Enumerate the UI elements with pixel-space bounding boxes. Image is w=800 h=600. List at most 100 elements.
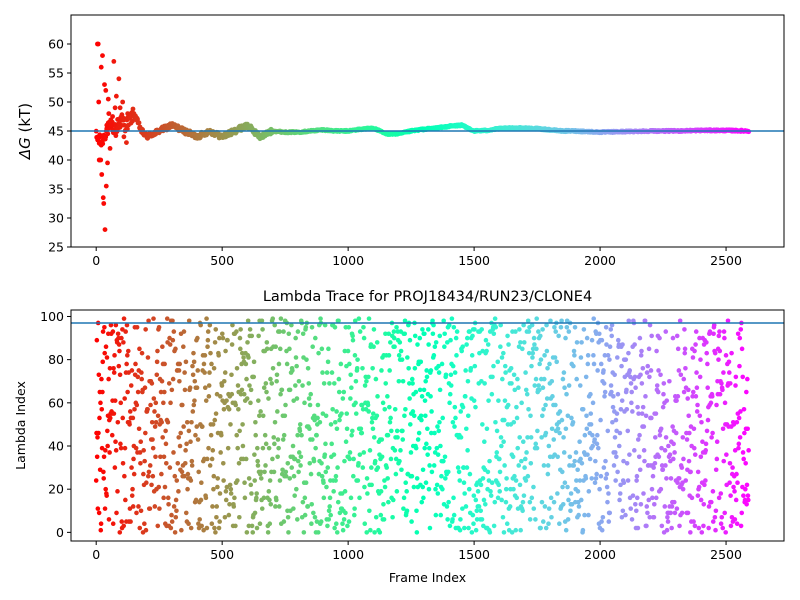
lambda-trace-point [523, 478, 529, 483]
lambda-trace-point [264, 389, 269, 395]
lambda-trace-point [613, 450, 618, 455]
lambda-trace-point [429, 409, 434, 414]
lambda-trace-point [538, 525, 543, 531]
lambda-trace-point [127, 506, 133, 511]
lambda-trace-point [117, 348, 122, 354]
lambda-trace-point [382, 478, 387, 483]
lambda-trace-point [307, 402, 313, 408]
lambda-trace-point [530, 346, 536, 352]
lambda-trace-point [244, 530, 250, 535]
delta-g-point [121, 134, 127, 140]
lambda-trace-point [645, 363, 651, 369]
lambda-trace-point [484, 348, 489, 354]
lambda-trace-point [112, 465, 118, 470]
lambda-trace-point [122, 473, 127, 479]
lambda-trace-point [257, 413, 262, 419]
lambda-trace-point [650, 473, 656, 479]
lambda-trace-point [321, 495, 327, 501]
lambda-trace-point [321, 480, 326, 486]
lambda-trace-point [447, 391, 453, 397]
lambda-trace-point [302, 400, 307, 406]
lambda-trace-point [215, 476, 221, 481]
lambda-trace-point [272, 419, 278, 425]
lambda-trace-point [524, 450, 529, 455]
lambda-trace-point [577, 439, 582, 444]
lambda-trace-point [617, 491, 623, 496]
lambda-trace-point [167, 335, 172, 341]
lambda-trace-point [518, 340, 523, 345]
lambda-trace-point [219, 432, 224, 438]
lambda-trace-point [186, 318, 192, 324]
lambda-trace-point [491, 363, 496, 369]
lambda-trace-point [246, 476, 252, 481]
lambda-trace-point [500, 514, 506, 520]
lambda-trace-point [263, 441, 269, 447]
lambda-trace-point [436, 370, 442, 375]
lambda-trace-point [411, 413, 417, 419]
lambda-trace-point [157, 506, 162, 511]
lambda-trace-point [718, 491, 724, 496]
lambda-trace-point [252, 510, 258, 516]
lambda-trace-point [528, 460, 534, 466]
lambda-trace-point [585, 361, 591, 367]
delta-g-point [96, 99, 102, 105]
lambda-trace-point [492, 499, 498, 505]
lambda-trace-point [476, 504, 482, 509]
lambda-trace-point [681, 376, 687, 382]
lambda-trace-point [478, 482, 484, 488]
lambda-trace-point [408, 450, 414, 455]
lambda-trace-point [313, 445, 318, 451]
lambda-trace-point [266, 489, 272, 494]
lambda-trace-point [571, 463, 577, 468]
lambda-trace-point [383, 331, 388, 337]
lambda-trace-point [452, 370, 458, 375]
lambda-trace-point [722, 510, 728, 516]
lambda-trace-point [558, 324, 564, 330]
lambda-trace-point [519, 458, 524, 464]
lambda-trace-point [284, 361, 290, 367]
lambda-trace-point [147, 506, 153, 511]
lambda-trace-point [332, 324, 338, 330]
lambda-trace-point [176, 435, 182, 440]
lambda-trace-point [452, 404, 458, 410]
lambda-trace-point [578, 355, 584, 360]
lambda-trace-point [467, 329, 472, 334]
lambda-trace-point [498, 322, 503, 328]
lambda-trace-point [115, 489, 120, 494]
lambda-trace-x-axis-label: Frame Index [389, 570, 466, 585]
lambda-trace-point [415, 437, 421, 442]
lambda-trace-point [710, 519, 716, 524]
lambda-trace-point [517, 482, 523, 488]
lambda-trace-point [131, 456, 136, 462]
lambda-trace-point [430, 331, 436, 337]
lambda-trace-point [225, 445, 231, 451]
lambda-trace-point [619, 363, 624, 369]
lambda-trace-point [741, 456, 747, 462]
lambda-trace-point [289, 322, 294, 328]
lambda-trace-point [600, 514, 606, 520]
lambda-trace-point [281, 519, 287, 524]
lambda-trace-point [468, 365, 474, 371]
lambda-trace-point [580, 527, 586, 533]
lambda-trace-point [700, 439, 705, 444]
lambda-trace-point [473, 497, 479, 503]
delta-g-point [105, 131, 111, 137]
lambda-trace-point [100, 389, 105, 395]
lambda-trace-point [353, 378, 359, 384]
lambda-trace-point [205, 337, 211, 343]
lambda-trace-point [714, 456, 720, 462]
lambda-trace-point [446, 499, 451, 505]
lambda-trace-point [442, 344, 447, 350]
lambda-trace-point [733, 374, 739, 380]
lambda-trace-point [350, 428, 355, 434]
lambda-trace-point [393, 456, 399, 462]
lambda-trace-point [480, 476, 486, 481]
lambda-trace-point [136, 426, 142, 432]
lambda-trace-point [280, 437, 286, 442]
lambda-trace-point [734, 419, 740, 425]
lambda-trace-point [683, 478, 689, 483]
lambda-trace-point [135, 389, 141, 395]
lambda-trace-point [538, 333, 543, 339]
